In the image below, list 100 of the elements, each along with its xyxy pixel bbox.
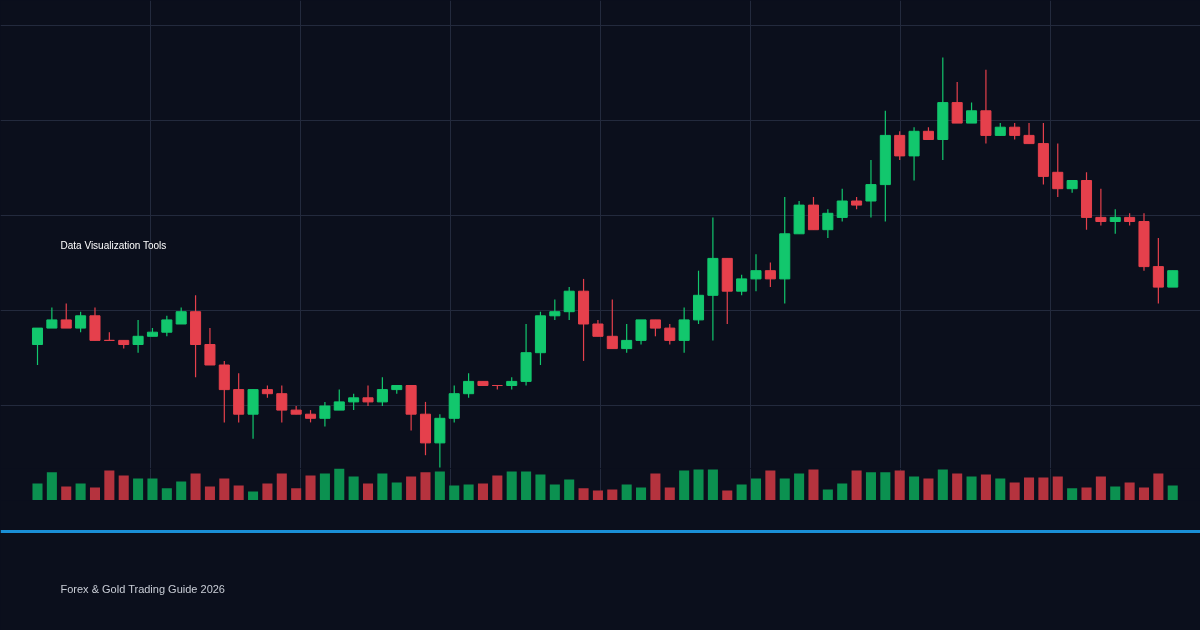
- bar: [492, 475, 503, 500]
- candlestick: [836, 188, 848, 223]
- candlestick: [132, 319, 144, 354]
- bar: [506, 471, 517, 500]
- candlestick: [463, 372, 475, 399]
- bar: [765, 470, 776, 500]
- bar: [377, 473, 388, 500]
- bar: [262, 483, 273, 500]
- bar: [664, 487, 675, 500]
- candlestick: [60, 302, 72, 329]
- candlestick: [319, 401, 331, 428]
- bar: [592, 490, 603, 500]
- candlestick: [31, 327, 44, 366]
- bar: [61, 486, 72, 500]
- bar: [406, 476, 417, 500]
- candlestick: [664, 323, 676, 346]
- candlestick: [46, 307, 58, 329]
- bar: [837, 483, 848, 500]
- bar: [46, 472, 57, 500]
- bar: [89, 487, 101, 500]
- candlestick: [865, 159, 877, 218]
- candlestick: [606, 298, 618, 350]
- candlestick: [621, 323, 633, 354]
- candlestick: [966, 102, 978, 124]
- bar: [362, 483, 374, 500]
- bar: [190, 473, 201, 500]
- bar: [851, 470, 862, 500]
- bar: [104, 470, 115, 500]
- bar: [204, 486, 215, 500]
- bar: [894, 470, 905, 500]
- candlestick: [1109, 208, 1121, 235]
- bar: [1081, 487, 1092, 500]
- bar: [276, 473, 287, 500]
- bar: [966, 476, 977, 500]
- bar: [865, 472, 876, 500]
- bar: [118, 475, 129, 500]
- bar: [176, 481, 187, 500]
- candlestick: [822, 208, 834, 239]
- bar: [1095, 476, 1106, 500]
- bar: [578, 488, 589, 500]
- bar: [161, 488, 172, 500]
- candlestick: [1152, 237, 1164, 305]
- bar: [794, 473, 805, 500]
- bar: [808, 469, 819, 500]
- candlestick: [951, 81, 963, 124]
- candlestick: [736, 274, 748, 296]
- candlestick: [894, 130, 906, 161]
- bar: [219, 478, 230, 500]
- candlestick: [1052, 143, 1064, 198]
- bar: [650, 473, 661, 500]
- bar: [233, 485, 244, 500]
- bar: [779, 478, 790, 500]
- bar: [722, 490, 733, 500]
- bar: [391, 482, 402, 500]
- candlestick: [563, 286, 575, 321]
- bar: [1124, 482, 1135, 500]
- candlestick: [276, 384, 288, 423]
- bar: [521, 471, 532, 500]
- bar: [535, 474, 546, 500]
- bar: [621, 484, 632, 500]
- bar: [291, 488, 302, 500]
- bar: [736, 484, 747, 500]
- bar: [707, 469, 718, 500]
- candlestick: [333, 389, 345, 411]
- bar: [1038, 477, 1049, 500]
- bar: [75, 483, 86, 500]
- bar: [147, 478, 158, 500]
- candlestick: [750, 253, 762, 292]
- candlestick: [75, 311, 87, 333]
- bar: [348, 476, 359, 500]
- candlestick: [204, 327, 216, 366]
- bar: [822, 489, 833, 500]
- bar: [937, 469, 948, 500]
- candlestick: [549, 298, 561, 321]
- candlestick: [1095, 188, 1107, 227]
- candlestick: [1023, 122, 1035, 145]
- bar: [880, 472, 891, 500]
- bar: [1167, 485, 1178, 500]
- bar: [1024, 477, 1035, 500]
- bar: [1138, 487, 1150, 500]
- bar: [463, 484, 474, 500]
- bar: [1110, 486, 1121, 500]
- bar: [995, 478, 1006, 500]
- candlestick: [376, 376, 388, 407]
- bar: [750, 478, 762, 500]
- bar: [549, 484, 560, 500]
- bar: [334, 468, 345, 500]
- candlestick: [678, 307, 690, 354]
- bar: [693, 469, 704, 500]
- bar: [1009, 482, 1020, 500]
- bar: [607, 489, 618, 500]
- bar: [305, 475, 316, 500]
- candlestick: [635, 319, 647, 346]
- candlestick: [161, 315, 173, 337]
- bar: [980, 474, 991, 500]
- bar: [564, 479, 575, 500]
- bar: [420, 472, 431, 500]
- bar: [1052, 476, 1063, 500]
- bar: [923, 478, 934, 500]
- bar: [434, 471, 445, 500]
